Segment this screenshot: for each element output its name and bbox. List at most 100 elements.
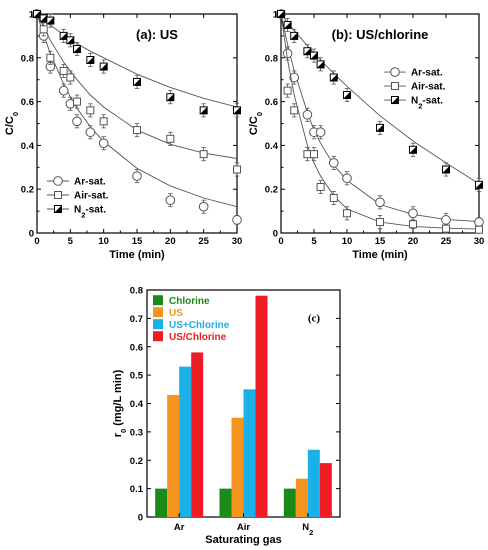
x-tick-label: 25	[441, 236, 452, 247]
series-square	[277, 10, 483, 234]
bar	[255, 295, 268, 517]
y-tick-label: 0.4	[265, 141, 279, 152]
data-point	[46, 53, 55, 62]
data-point	[277, 10, 285, 18]
bar	[167, 394, 180, 517]
data-point	[98, 138, 109, 149]
data-point	[343, 91, 351, 100]
data-point	[375, 197, 385, 208]
data-point	[165, 195, 176, 205]
y-tick-label: 0.5	[130, 371, 144, 382]
data-point	[133, 77, 141, 86]
data-point	[132, 171, 142, 181]
data-point	[232, 215, 242, 225]
legend-label: US+Chlorine	[169, 320, 230, 331]
bar	[295, 478, 308, 517]
bar	[155, 488, 168, 517]
series-half-square	[33, 10, 241, 118]
fit-line	[280, 13, 480, 223]
x-axis-label: Time (min)	[109, 249, 165, 261]
x-tick-label: 5	[311, 236, 317, 247]
legend-swatch	[153, 319, 163, 330]
y-tick-label: 0.2	[21, 185, 34, 196]
legend-label: US	[169, 308, 183, 319]
legend-marker	[390, 96, 399, 105]
data-point	[329, 193, 338, 202]
legend-marker	[54, 205, 62, 213]
y-tick-label: 1	[29, 10, 35, 21]
data-point	[73, 97, 81, 106]
y-tick-label: 0.6	[130, 342, 143, 353]
data-point	[441, 215, 451, 225]
data-point	[409, 145, 417, 154]
x-tick-label: 10	[342, 236, 353, 247]
x-tick-label: 15	[132, 236, 143, 247]
data-point	[316, 60, 325, 69]
series-half-square	[277, 10, 483, 192]
legend-label: Chlorine	[169, 296, 210, 307]
bar	[219, 488, 232, 517]
panel-title: (a): US	[136, 27, 178, 42]
fit-line	[280, 13, 480, 230]
bar	[191, 352, 204, 517]
data-point	[59, 66, 68, 75]
data-point	[233, 165, 241, 174]
legend-swatch	[153, 295, 163, 306]
data-point	[33, 10, 41, 18]
data-point	[343, 209, 351, 218]
x-tick-label: 15	[375, 236, 386, 247]
legend: Ar-sat. Air-sat. N2-sat.	[47, 176, 109, 220]
data-point	[133, 126, 141, 135]
data-point	[474, 217, 484, 227]
data-point	[442, 224, 450, 233]
legend-label: N2-sat.	[74, 205, 106, 220]
y-tick-label: 0.2	[130, 456, 143, 467]
data-point	[282, 48, 293, 59]
panel-c: 0 0.1 0.2 0.3 0.4 0.5 0.6 0.7 0.8 Ar Air N2 Saturati…	[112, 286, 341, 546]
y-tick-label: 0.8	[130, 286, 143, 297]
data-point	[310, 150, 318, 159]
y-axis-label: C/C0	[248, 112, 264, 135]
data-point	[376, 218, 384, 227]
panel-title: (b): US/chlorine	[332, 27, 429, 42]
y-tick-label: 0.7	[130, 314, 143, 325]
x-axis-label: Time (min)	[352, 249, 408, 261]
data-point	[290, 106, 299, 115]
data-point	[315, 127, 326, 138]
data-point	[303, 47, 312, 56]
data-point	[73, 45, 81, 54]
bar	[231, 417, 244, 517]
data-point	[475, 180, 483, 189]
data-point	[66, 36, 75, 45]
x-tick-label: Air	[237, 522, 251, 533]
data-point	[66, 73, 75, 82]
data-point	[86, 106, 95, 115]
legend-label: Air-sat.	[74, 191, 109, 202]
data-point	[316, 183, 325, 192]
panel-a: 0 5 10 15 20 25 30 0 0.2 0.4 0.6 0.8 1 Time (min) C/C0…	[4, 9, 242, 261]
legend-label: Ar-sat.	[74, 177, 106, 188]
x-tick-label: Ar	[174, 522, 185, 533]
y-tick-label: 0.1	[130, 484, 144, 495]
data-point	[86, 55, 95, 64]
panel-title: (c)	[308, 312, 321, 324]
x-tick-label: 5	[68, 236, 74, 247]
x-tick-label: N2	[302, 522, 313, 537]
legend-swatch	[153, 307, 163, 318]
data-point	[199, 150, 208, 159]
data-point	[39, 14, 48, 23]
y-tick-label: 0.6	[21, 97, 34, 108]
data-point	[408, 208, 418, 219]
bar	[179, 366, 192, 517]
data-point	[329, 73, 338, 82]
bar	[319, 463, 332, 517]
data-point	[46, 16, 55, 25]
data-point	[283, 86, 292, 95]
data-point	[289, 72, 300, 83]
y-tick-label: 0	[273, 229, 278, 240]
y-axis-label: r0 (mg/L min)	[112, 369, 128, 437]
data-point	[39, 25, 48, 34]
y-tick-label: 0	[138, 513, 143, 524]
